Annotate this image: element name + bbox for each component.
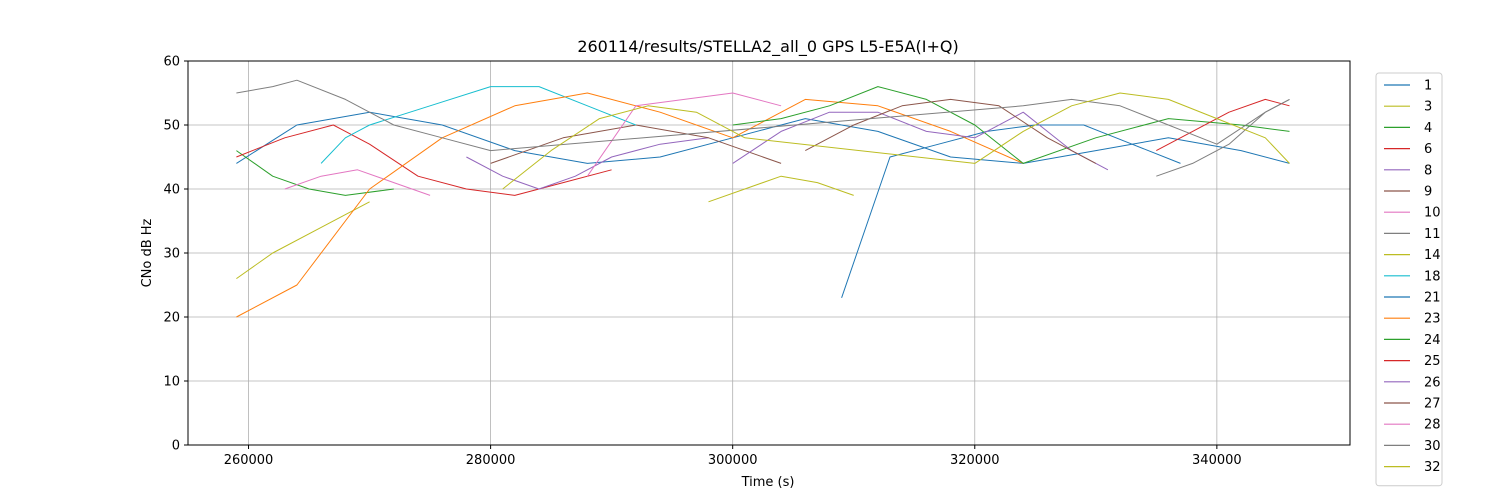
legend-label-25: 25 — [1424, 354, 1441, 369]
series-line-3 — [236, 201, 370, 280]
legend-label-3: 3 — [1424, 100, 1432, 115]
legend-label-11: 11 — [1424, 227, 1441, 242]
series-layer — [236, 79, 1290, 318]
legend-label-21: 21 — [1424, 291, 1441, 306]
legend-label-30: 30 — [1424, 439, 1441, 454]
series-line-11 — [1156, 98, 1290, 177]
series-line-14 — [708, 175, 854, 203]
y-axis-title: CNo dB Hz — [140, 218, 155, 287]
series-line-9 — [490, 124, 782, 164]
legend-label-6: 6 — [1424, 142, 1432, 157]
series-line-28 — [586, 92, 782, 177]
legend-label-24: 24 — [1424, 333, 1441, 348]
y-tick-label: 50 — [163, 119, 180, 134]
x-tick-label: 280000 — [466, 453, 516, 468]
legend-label-1: 1 — [1424, 79, 1432, 94]
series-line-18 — [320, 86, 637, 164]
x-tick-label: 300000 — [708, 453, 758, 468]
legend-label-8: 8 — [1424, 163, 1432, 178]
legend-label-14: 14 — [1424, 248, 1441, 263]
legend-label-32: 32 — [1424, 460, 1441, 475]
series-line-25 — [1156, 98, 1290, 152]
legend-label-28: 28 — [1424, 418, 1441, 433]
series-line-6 — [236, 124, 612, 196]
x-axis-title: Time (s) — [741, 475, 795, 490]
series-line-27 — [805, 98, 1097, 164]
y-tick-label: 60 — [163, 55, 180, 70]
legend: 1 3 4 6 8 9 10 11 14 18 21 23 24 25 26 27 28 30 32 — [1375, 72, 1443, 487]
x-tick-label: 340000 — [1192, 453, 1242, 468]
legend-box — [1375, 72, 1443, 487]
y-tick-label: 20 — [163, 311, 180, 326]
legend-label-10: 10 — [1424, 206, 1441, 221]
legend-label-23: 23 — [1424, 312, 1441, 327]
series-line-10 — [284, 169, 431, 196]
y-tick-label: 30 — [163, 247, 180, 262]
tick-layer: 260000 280000 300000 320000 340000 0 10 20 30 40 5… — [163, 55, 1241, 469]
series-line-21 — [841, 124, 1181, 298]
legend-label-18: 18 — [1424, 269, 1441, 284]
series-line-1 — [236, 111, 1290, 164]
y-tick-label: 0 — [172, 439, 180, 454]
y-tick-label: 40 — [163, 183, 180, 198]
series-line-8 — [466, 137, 709, 190]
series-line-30 — [236, 79, 1290, 152]
legend-label-27: 27 — [1424, 397, 1441, 412]
series-line-23 — [236, 92, 1024, 318]
chart-title: 260114/results/STELLA2_all_0 GPS L5-E5A(… — [577, 37, 958, 57]
series-line-4 — [236, 150, 394, 196]
legend-label-9: 9 — [1424, 185, 1432, 200]
x-tick-label: 260000 — [224, 453, 274, 468]
x-tick-label: 320000 — [950, 453, 1000, 468]
series-line-24 — [732, 86, 1290, 164]
legend-label-4: 4 — [1424, 121, 1432, 136]
legend-label-26: 26 — [1424, 375, 1441, 390]
y-tick-label: 10 — [163, 375, 180, 390]
series-line-32 — [502, 92, 1290, 190]
